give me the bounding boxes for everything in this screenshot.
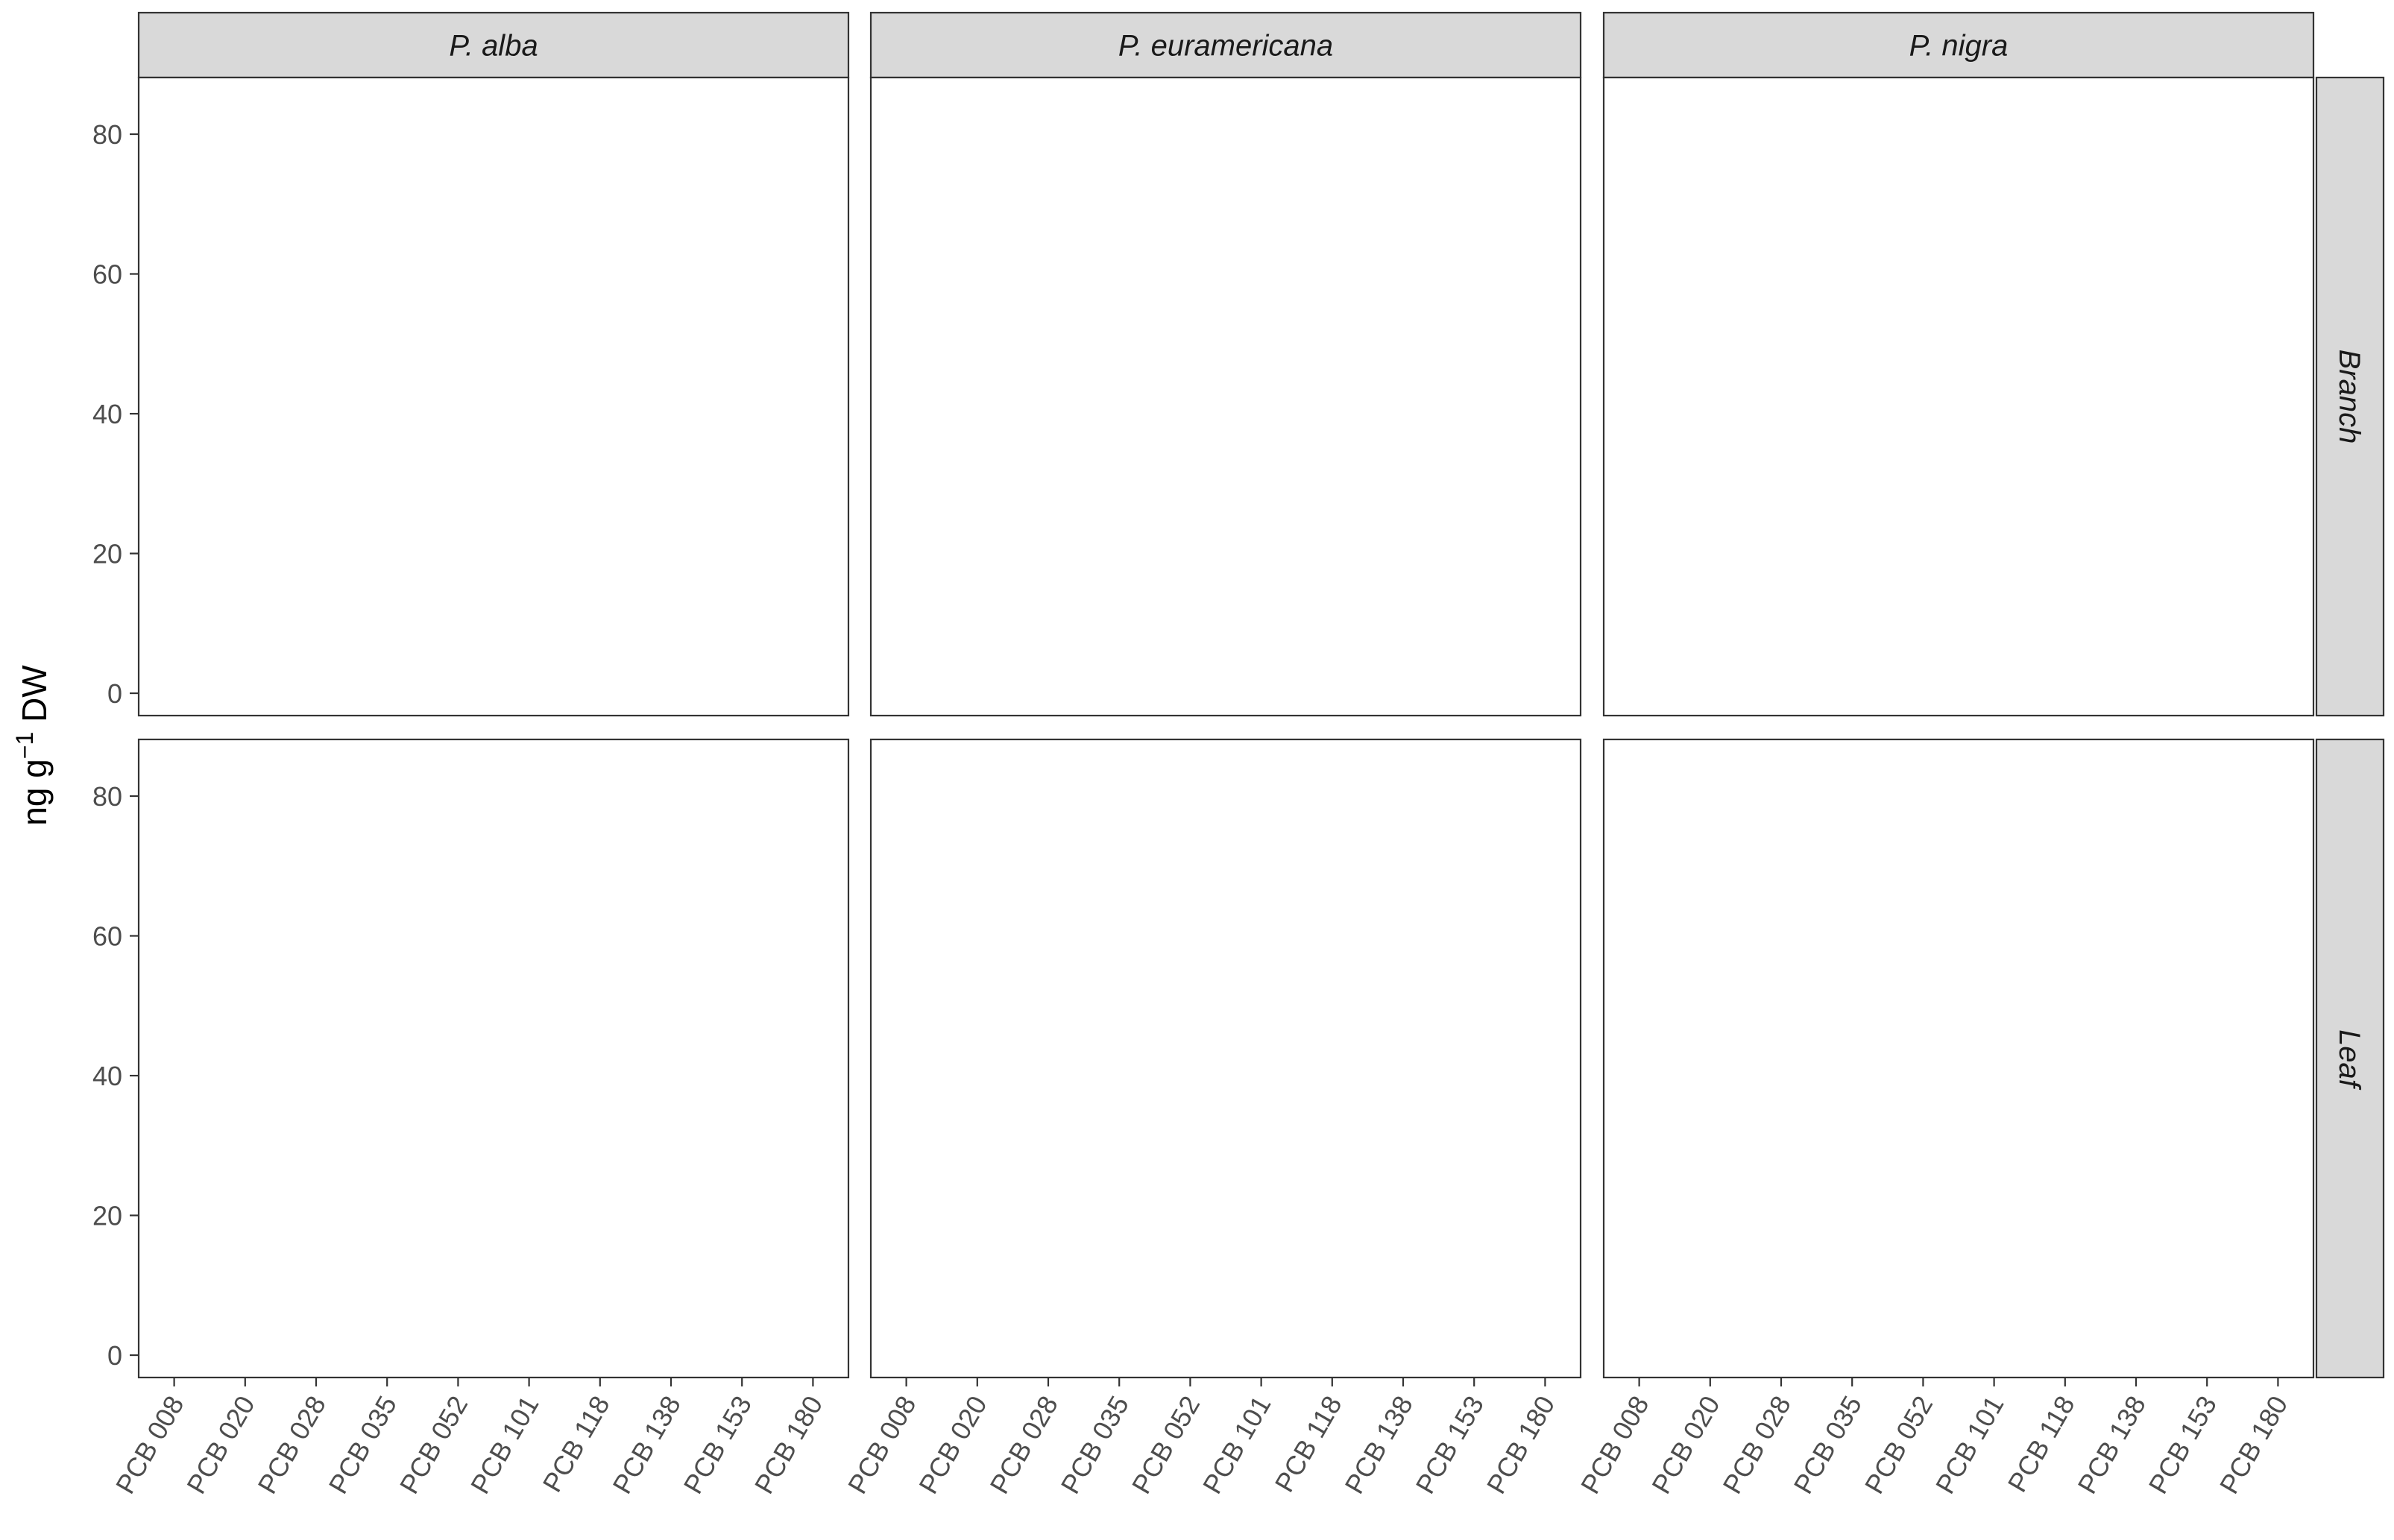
row-strip-branch: Branch <box>2315 76 2385 717</box>
x-tick-label: PCB 035 <box>1788 1391 1868 1499</box>
row-strip-label: Branch <box>2333 350 2366 444</box>
panel-border <box>1602 76 2315 717</box>
panel-border <box>869 738 1582 1379</box>
panel-p-euramericana-leaf: dgahbcfeNDd <box>869 738 1582 1379</box>
x-tick-label: PCB 008 <box>1575 1391 1655 1499</box>
row-strip-background <box>2315 76 2385 717</box>
x-tick-label: PCB 020 <box>180 1391 261 1499</box>
panel-p-alba-leaf: bacgddefeNDf <box>137 738 850 1379</box>
x-tick-label: PCB 020 <box>913 1391 993 1499</box>
panel-p-nigra-branch: abbafNDcedNDND <box>1602 76 2315 717</box>
y-tick-label: 60 <box>92 921 122 952</box>
x-tick-label: PCB 180 <box>1481 1391 1561 1499</box>
column-strip-label: P. alba <box>449 30 538 63</box>
x-tick-label: PCB 153 <box>678 1391 758 1499</box>
y-axis-branch: 0 20 40 60 80 <box>92 119 139 709</box>
x-tick-label: PCB 118 <box>537 1391 616 1498</box>
x-tick-label: PCB 138 <box>606 1391 687 1499</box>
x-tick-label: PCB 020 <box>1645 1391 1726 1499</box>
x-tick-label: PCB 052 <box>394 1391 474 1499</box>
y-axis-label-suffix: DW <box>15 665 54 732</box>
column-strip-label: P. euramericana <box>1118 30 1333 63</box>
x-tick-label: PCB 028 <box>983 1391 1064 1499</box>
y-tick-label: 0 <box>107 1340 122 1371</box>
x-tick-label: PCB 180 <box>749 1391 829 1499</box>
x-tick-label: PCB 101 <box>464 1391 545 1499</box>
y-tick-label: 60 <box>92 259 122 290</box>
y-axis-label-main: ng g <box>15 759 54 826</box>
column-strip-label: P. nigra <box>1909 30 2009 63</box>
x-tick-label: PCB 035 <box>1055 1391 1135 1499</box>
column-strip-background <box>1602 11 2315 79</box>
x-tick-label: PCB 052 <box>1126 1391 1206 1499</box>
panel-p-euramericana-branch: bbafNDcdedNDe <box>869 76 1582 717</box>
x-tick-label: PCB 008 <box>110 1391 190 1499</box>
facet-strips: P. alba P. euramericana P. nigra Branch Leaf <box>137 11 2385 1379</box>
x-tick-label: PCB 138 <box>1338 1391 1419 1499</box>
y-axis-label: ng g−1 DW <box>11 665 54 826</box>
y-tick-label: 80 <box>92 119 122 150</box>
panel-p-nigra-leaf: cfagabbecdNDd <box>1602 738 2315 1379</box>
column-strip-p-euramericana: P. euramericana <box>869 11 1582 79</box>
x-tick-label: PCB 153 <box>2143 1391 2223 1499</box>
panel-p-alba-branch: ababadNDNDcbNDND <box>137 76 850 717</box>
x-tick-label: PCB 101 <box>1197 1391 1277 1499</box>
panel-border <box>137 76 850 717</box>
panel-border <box>1602 738 2315 1379</box>
panel-border <box>137 738 850 1379</box>
x-tick-label: PCB 035 <box>323 1391 403 1499</box>
y-tick-label: 40 <box>92 1061 122 1091</box>
panel-border <box>869 76 1582 717</box>
x-tick-label: PCB 028 <box>1716 1391 1797 1499</box>
column-strip-p-alba: P. alba <box>137 11 850 79</box>
row-strip-label: Leaf <box>2333 1029 2366 1091</box>
x-tick-label: PCB 052 <box>1859 1391 1939 1499</box>
x-tick-label: PCB 153 <box>1410 1391 1490 1499</box>
x-tick-label: PCB 138 <box>2071 1391 2152 1499</box>
y-axis-leaf: 0 20 40 60 80 <box>92 781 139 1371</box>
column-strip-p-nigra: P. nigra <box>1602 11 2315 79</box>
x-tick-label: PCB 101 <box>1930 1391 2010 1499</box>
y-tick-label: 20 <box>92 539 122 569</box>
column-strip-background <box>137 11 850 79</box>
y-axis-label-superscript: −1 <box>11 732 38 759</box>
x-tick-label: PCB 180 <box>2214 1391 2294 1499</box>
row-strip-background <box>2315 738 2385 1379</box>
column-strip-background <box>869 11 1582 79</box>
facet-panels: ababadNDNDcbNDNDbbafNDcdedNDeabbafNDcedN… <box>137 76 2315 1379</box>
x-tick-label: PCB 118 <box>1269 1391 1348 1498</box>
y-tick-label: 20 <box>92 1201 122 1231</box>
row-strip-leaf: Leaf <box>2315 738 2385 1379</box>
y-tick-label: 80 <box>92 781 122 812</box>
y-tick-label: 0 <box>107 678 122 709</box>
y-tick-label: 40 <box>92 399 122 429</box>
x-tick-label: PCB 008 <box>842 1391 922 1499</box>
x-tick-label: PCB 028 <box>251 1391 332 1499</box>
x-tick-label: PCB 118 <box>2002 1391 2081 1498</box>
